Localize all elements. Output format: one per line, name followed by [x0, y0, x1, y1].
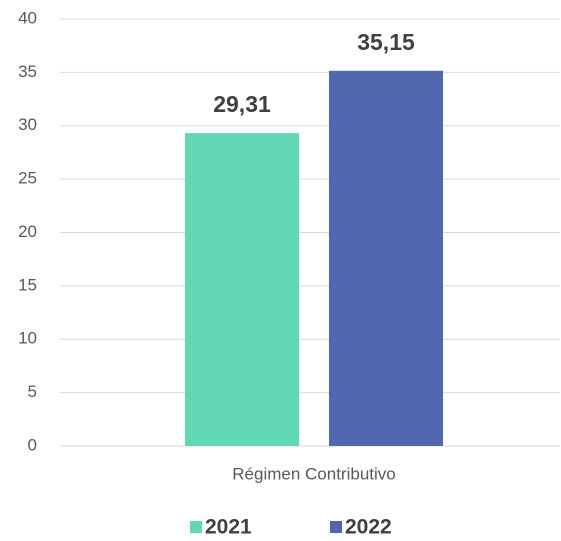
- y-tick-label: 5: [28, 382, 37, 401]
- legend-label: 2021: [205, 516, 252, 539]
- bar: [185, 133, 299, 446]
- legend-swatch: [190, 521, 202, 533]
- y-tick-label: 35: [18, 62, 37, 81]
- legend-swatch: [330, 521, 342, 533]
- y-tick-label: 15: [18, 275, 37, 294]
- y-tick-label: 0: [28, 435, 37, 454]
- y-tick-label: 30: [18, 115, 37, 134]
- y-tick-label: 40: [18, 8, 37, 27]
- data-label: 35,15: [357, 29, 415, 55]
- y-tick-label: 25: [18, 169, 37, 188]
- legend-label: 2022: [345, 516, 392, 539]
- bar: [329, 70, 443, 447]
- data-label: 29,31: [213, 91, 271, 117]
- y-tick-label: 10: [18, 329, 37, 348]
- y-tick-label: 20: [18, 222, 37, 241]
- x-tick-label: Régimen Contributivo: [232, 464, 395, 483]
